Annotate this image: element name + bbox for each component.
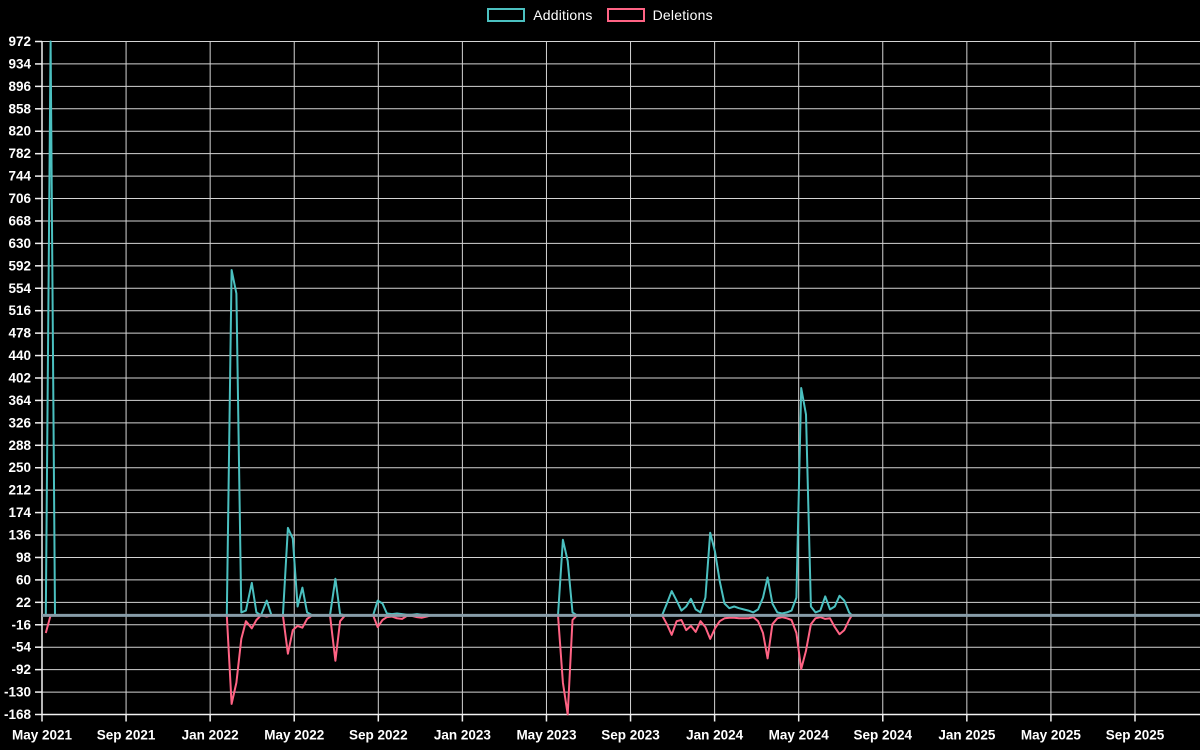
- y-tick-label: -54: [11, 640, 31, 655]
- y-tick-label: -16: [11, 617, 31, 632]
- x-tick-label: May 2023: [516, 728, 577, 743]
- x-tick-label: Jan 2023: [434, 728, 492, 743]
- y-tick-label: 440: [8, 348, 31, 363]
- deletions-legend-swatch: [606, 8, 645, 22]
- x-tick-label: Sep 2021: [97, 728, 156, 743]
- x-tick-label: Sep 2023: [601, 728, 660, 743]
- y-tick-label: -168: [4, 707, 32, 722]
- y-tick-label: -130: [4, 685, 31, 700]
- x-tick-label: May 2021: [12, 728, 73, 743]
- y-tick-label: 858: [8, 101, 31, 116]
- y-tick-label: 364: [8, 393, 31, 408]
- y-tick-label: 554: [8, 281, 31, 296]
- y-tick-label: 136: [8, 528, 31, 543]
- x-tick-label: Jan 2022: [182, 728, 239, 743]
- x-tick-label: Sep 2024: [853, 728, 912, 743]
- y-tick-label: 820: [8, 124, 31, 139]
- deletions-legend-label: Deletions: [652, 7, 713, 23]
- y-tick-label: 896: [8, 79, 31, 94]
- y-tick-label: 326: [8, 415, 31, 430]
- x-tick-label: May 2022: [264, 728, 324, 743]
- y-tick-label: 516: [8, 303, 31, 318]
- y-tick-label: 288: [8, 438, 31, 453]
- y-tick-label: 212: [8, 483, 31, 498]
- y-tick-label: 934: [8, 56, 31, 71]
- legend-item-deletions[interactable]: Deletions: [606, 7, 713, 23]
- y-tick-label: 402: [8, 371, 31, 386]
- y-tick-label: 706: [8, 191, 31, 206]
- y-tick-label: 98: [16, 550, 32, 565]
- y-tick-label: 250: [8, 460, 31, 475]
- legend-item-additions[interactable]: Additions: [487, 7, 592, 23]
- chart-legend: Additions Deletions: [0, 7, 1200, 23]
- additions-legend-swatch: [487, 8, 526, 22]
- y-tick-label: 22: [16, 595, 31, 610]
- y-tick-label: 174: [8, 505, 31, 520]
- x-tick-label: Jan 2025: [938, 728, 996, 743]
- y-tick-label: 972: [8, 34, 31, 49]
- x-tick-label: Jan 2024: [686, 728, 744, 743]
- x-tick-label: Sep 2022: [349, 728, 408, 743]
- additions-line: [44, 40, 853, 617]
- y-tick-label: 60: [16, 572, 31, 587]
- y-tick-label: 592: [8, 258, 31, 273]
- y-tick-label: -92: [11, 662, 31, 677]
- additions-legend-label: Additions: [533, 7, 593, 23]
- y-tick-label: 782: [8, 146, 31, 161]
- x-tick-label: Sep 2025: [1106, 728, 1165, 743]
- y-tick-label: 668: [8, 213, 31, 228]
- y-tick-label: 478: [8, 326, 31, 341]
- x-tick-label: May 2024: [769, 728, 830, 743]
- y-tick-label: 744: [8, 169, 31, 184]
- deletions-line: [44, 614, 853, 716]
- x-tick-label: May 2025: [1021, 728, 1082, 743]
- y-tick-label: 630: [8, 236, 31, 251]
